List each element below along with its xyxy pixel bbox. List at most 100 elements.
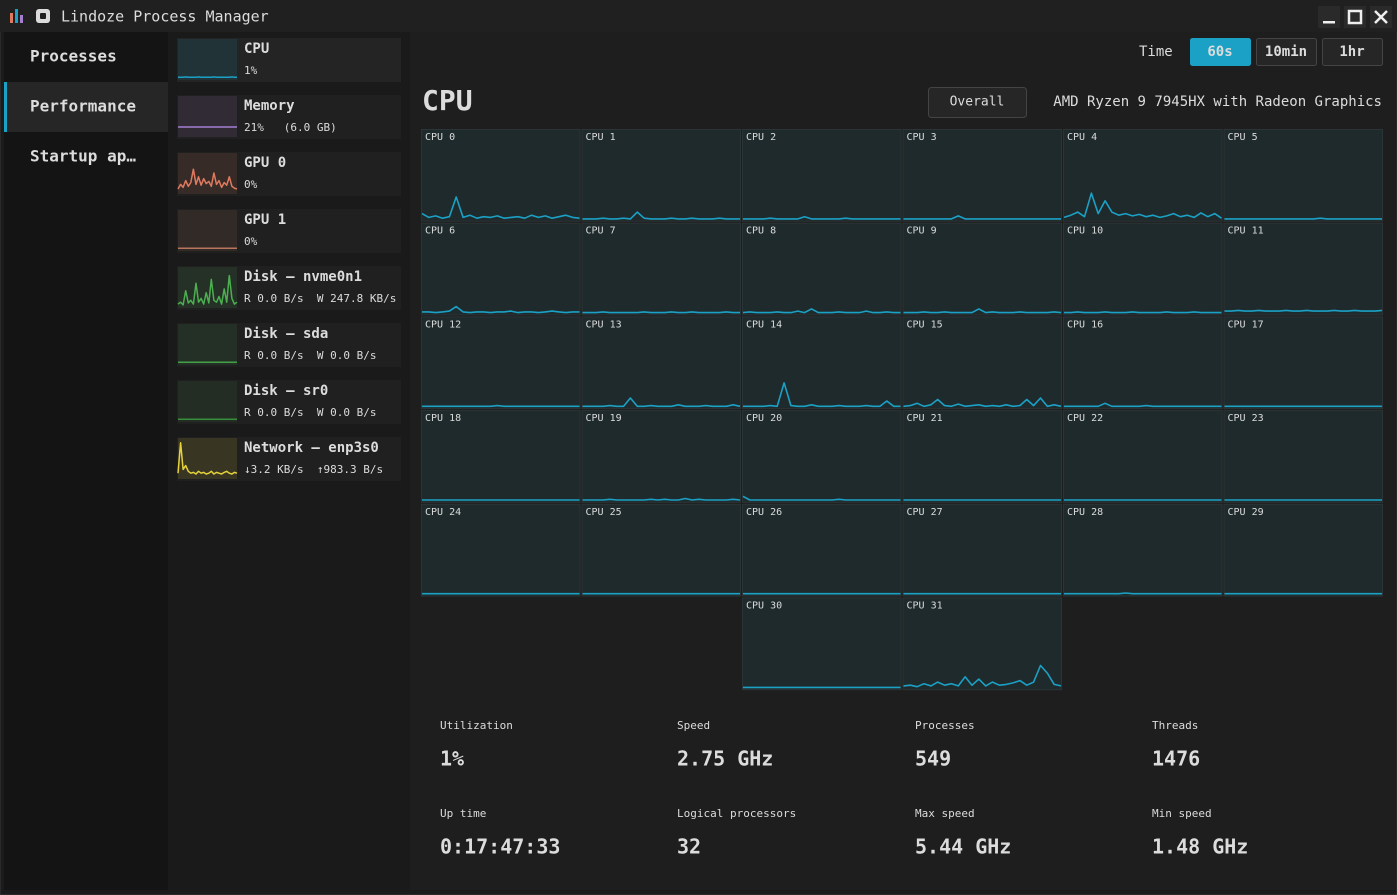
core-label: CPU 13: [586, 319, 622, 330]
stat-value: 549: [915, 747, 951, 771]
core-bg: [1223, 503, 1383, 597]
page-heading: CPU: [422, 84, 473, 117]
time-button[interactable]: 10min: [1256, 38, 1317, 66]
core-bg: [1063, 129, 1223, 222]
core-bg: [742, 410, 902, 503]
sparkline: [1063, 192, 1222, 219]
stat-label: Utilization: [440, 719, 513, 732]
core-label: CPU 9: [907, 226, 937, 237]
core-label: CPU 14: [746, 319, 782, 330]
time-button[interactable]: 60s: [1190, 38, 1251, 66]
device-item[interactable]: Disk – sda R 0.0 B/s W 0.0 B/s: [177, 323, 401, 367]
core-label: CPU 22: [1067, 413, 1103, 424]
sparkline: [177, 168, 238, 190]
logo-icon: [36, 9, 50, 23]
nav-item[interactable]: Startup ap…: [30, 147, 136, 166]
device-name: GPU 0: [244, 155, 286, 171]
time-button[interactable]: 1hr: [1322, 38, 1383, 66]
core-cell: CPU 11: [1223, 222, 1383, 316]
device-item[interactable]: Network – enp3s0 ↓3.2 KB/s ↑983.3 B/s: [177, 437, 401, 481]
core-cell: CPU 3: [902, 129, 1062, 222]
core-bg: [742, 597, 902, 691]
device-item[interactable]: CPU 1%: [177, 38, 401, 82]
sparkline: [743, 382, 901, 408]
core-bg: [421, 316, 581, 410]
core-cell: CPU 6: [421, 222, 581, 316]
core-label: CPU 7: [586, 226, 616, 237]
device-thumb: [178, 324, 237, 365]
device-detail: R 0.0 B/s W 0.0 B/s: [244, 406, 376, 419]
sparkline: [177, 442, 238, 475]
time-button-bg: [1322, 38, 1383, 66]
time-button-label: 60s: [1207, 44, 1232, 60]
core-label: CPU 12: [425, 319, 461, 330]
nav-item[interactable]: Performance: [4, 82, 168, 132]
core-cell: CPU 29: [1223, 503, 1383, 597]
core-cell: CPU 10: [1063, 222, 1223, 316]
core-label: CPU 21: [907, 413, 943, 424]
core-label: CPU 24: [425, 507, 461, 518]
time-button-bg: [1190, 38, 1251, 66]
device-thumb: [178, 381, 237, 422]
core-label: CPU 31: [907, 601, 943, 612]
core-bg: [902, 129, 1062, 222]
stat-label: Up time: [440, 807, 486, 820]
core-label: CPU 26: [746, 507, 782, 518]
device-detail: R 0.0 B/s W 247.8 KB/s: [244, 292, 396, 305]
sparkline: [903, 215, 1061, 220]
minimize-button[interactable]: [1318, 6, 1340, 28]
sparkline: [903, 397, 1062, 408]
core-label: CPU 4: [1067, 132, 1097, 143]
time-button-bg: [1256, 38, 1317, 66]
core-label: CPU 6: [425, 226, 455, 237]
sparkline: [421, 196, 580, 219]
core-label: CPU 16: [1067, 319, 1103, 330]
core-cell: CPU 5: [1223, 129, 1383, 222]
nav-label: Processes: [30, 47, 117, 66]
device-name: CPU: [244, 41, 269, 57]
core-bg: [1063, 503, 1223, 597]
core-bg: [902, 597, 1062, 691]
core-cell: CPU 12: [421, 316, 581, 410]
device-item[interactable]: Disk – sr0 R 0.0 B/s W 0.0 B/s: [177, 380, 401, 424]
sparkline: [1064, 311, 1222, 314]
maximize-button[interactable]: [1344, 6, 1366, 28]
device-name: Disk – nvme0n1: [244, 269, 362, 285]
device-thumb: [178, 153, 237, 194]
core-bg: [581, 410, 741, 503]
nav-label: Startup ap…: [30, 147, 136, 166]
core-label: CPU 28: [1067, 507, 1103, 518]
stat-value: 1%: [440, 747, 464, 771]
sparkline: [1224, 309, 1383, 312]
core-cell: CPU 13: [581, 316, 741, 410]
close-button[interactable]: [1370, 6, 1392, 28]
core-label: CPU 18: [425, 413, 461, 424]
core-label: CPU 0: [425, 132, 455, 143]
device-detail: 0%: [244, 178, 258, 191]
device-item[interactable]: GPU 1 0%: [177, 209, 401, 253]
stat-value: 2.75 GHz: [677, 747, 773, 771]
overall-button[interactable]: Overall: [928, 87, 1027, 118]
device-item[interactable]: GPU 0 0%: [177, 152, 401, 196]
window-title: Lindoze Process Manager: [61, 8, 269, 26]
core-bg: [581, 503, 741, 597]
device-item[interactable]: Memory 21% (6.0 GB): [177, 95, 401, 139]
core-bg: [1223, 222, 1383, 316]
device-thumb: [178, 96, 237, 137]
core-label: CPU 11: [1228, 226, 1264, 237]
device-item[interactable]: Disk – nvme0n1 R 0.0 B/s W 247.8 KB/s: [177, 266, 401, 310]
nav-label: Performance: [30, 97, 136, 116]
sparkline: [582, 497, 741, 501]
sparkline: [422, 404, 580, 408]
sparkline: [1064, 592, 1222, 595]
device-bg: [177, 38, 401, 82]
nav-item[interactable]: Processes: [30, 47, 117, 66]
core-bg: [902, 316, 1062, 410]
device-detail: 21% (6.0 GB): [244, 121, 337, 134]
stat-value: 1476: [1152, 747, 1200, 771]
core-bg: [1223, 129, 1383, 222]
core-bg: [1063, 222, 1223, 316]
core-label: CPU 30: [746, 601, 782, 612]
core-cell: CPU 8: [742, 222, 902, 316]
core-label: CPU 3: [907, 132, 937, 143]
